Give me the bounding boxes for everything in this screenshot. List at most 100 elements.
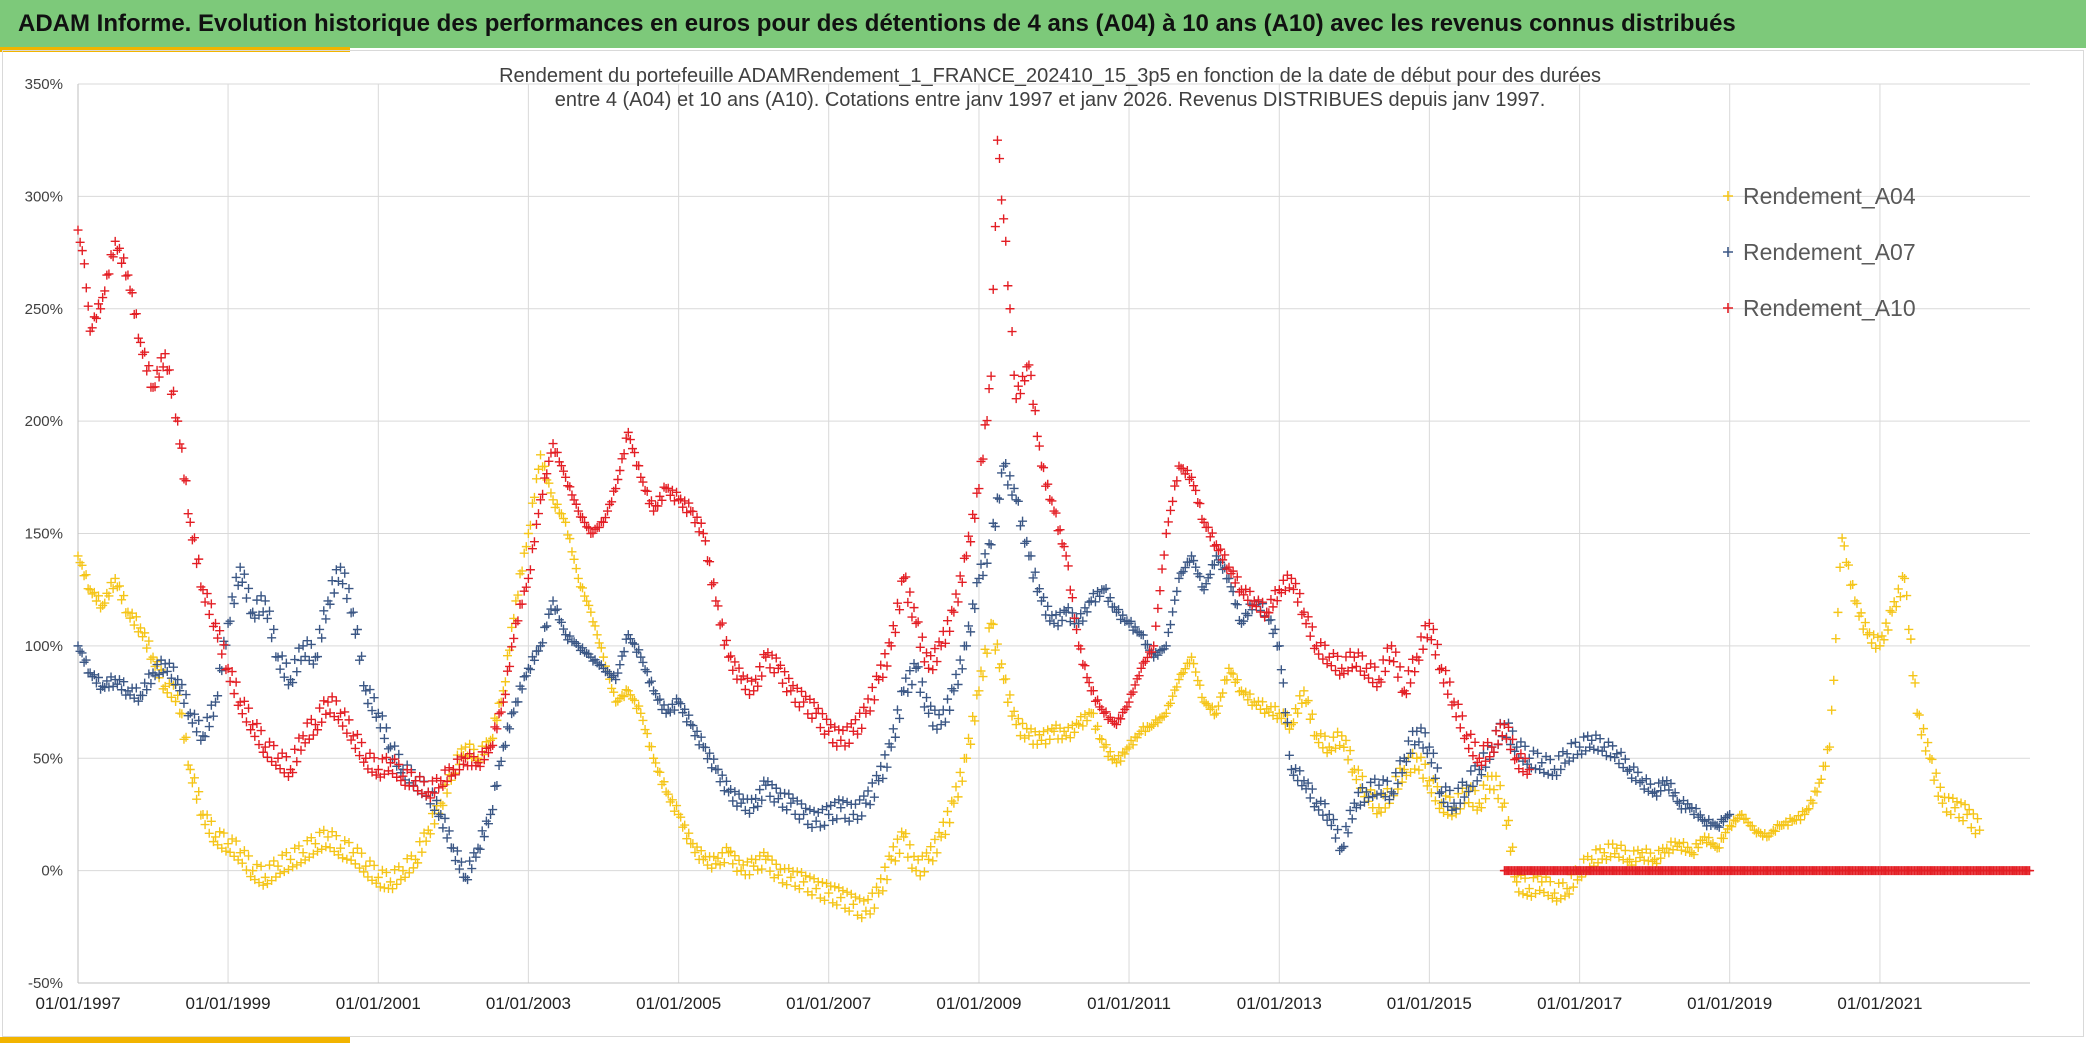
- data-point: [361, 861, 371, 871]
- data-point: [676, 812, 686, 822]
- data-point: [1829, 675, 1839, 685]
- data-point: [523, 529, 533, 538]
- data-point: [229, 598, 239, 608]
- data-point: [1487, 742, 1497, 752]
- data-point: [1116, 614, 1126, 624]
- data-point: [1184, 557, 1194, 567]
- x-tick-label: 01/01/2015: [1387, 994, 1472, 1013]
- data-point: [146, 654, 156, 664]
- data-point: [817, 709, 827, 719]
- data-point: [653, 695, 663, 705]
- data-point: [1015, 389, 1025, 399]
- data-point: [150, 382, 160, 392]
- data-point: [148, 652, 158, 662]
- data-point: [636, 708, 646, 718]
- data-point: [878, 672, 888, 682]
- data-point: [1428, 775, 1438, 785]
- x-tick-label: 01/01/2019: [1687, 994, 1772, 1013]
- data-point: [853, 729, 863, 739]
- data-point: [211, 832, 221, 842]
- data-point: [492, 715, 502, 725]
- data-point: [446, 771, 456, 781]
- data-point: [1307, 784, 1317, 794]
- data-point: [990, 645, 1000, 655]
- data-point: [1491, 726, 1501, 736]
- data-point: [1291, 764, 1301, 774]
- data-point: [313, 846, 323, 856]
- data-point: [317, 717, 327, 727]
- data-point: [1316, 729, 1326, 739]
- data-point: [1397, 777, 1407, 787]
- data-point: [1086, 596, 1096, 606]
- data-point: [239, 846, 249, 856]
- data-point: [1975, 825, 1985, 835]
- data-point: [1535, 885, 1545, 895]
- data-point: [1318, 654, 1328, 664]
- data-point: [1101, 707, 1111, 717]
- data-point: [667, 699, 677, 709]
- data-point: [822, 802, 832, 812]
- data-point: [1168, 691, 1178, 701]
- data-point: [1276, 588, 1286, 598]
- data-point: [93, 672, 103, 682]
- data-point: [523, 573, 533, 583]
- data-point: [223, 618, 233, 628]
- data-point: [724, 652, 734, 662]
- data-point: [907, 680, 917, 690]
- x-tick-label: 01/01/1999: [186, 994, 271, 1013]
- data-point: [1053, 621, 1063, 631]
- data-point: [642, 729, 652, 739]
- data-point: [430, 805, 440, 815]
- data-point: [505, 661, 515, 671]
- data-point: [1879, 635, 1889, 645]
- data-point: [317, 633, 327, 643]
- data-point: [895, 848, 905, 858]
- data-point: [1434, 665, 1444, 675]
- data-point: [943, 694, 953, 704]
- data-point: [154, 372, 164, 382]
- data-point: [1368, 791, 1378, 801]
- data-point: [1526, 763, 1536, 773]
- data-point: [1328, 815, 1338, 825]
- data-point: [106, 250, 116, 260]
- data-point: [980, 420, 990, 430]
- data-point: [613, 668, 623, 678]
- data-point: [1161, 641, 1171, 651]
- data-point: [500, 689, 510, 699]
- data-point: [1101, 583, 1111, 593]
- data-point: [740, 685, 750, 695]
- data-point: [1355, 666, 1365, 676]
- data-point: [959, 553, 969, 563]
- data-point: [298, 731, 308, 741]
- data-point: [452, 754, 462, 764]
- data-point: [1370, 662, 1380, 672]
- data-point: [1163, 700, 1173, 710]
- data-point: [859, 702, 869, 712]
- data-point: [1170, 481, 1180, 491]
- data-point: [834, 795, 844, 805]
- data-point: [185, 708, 195, 718]
- data-point: [121, 271, 131, 281]
- data-point: [1625, 854, 1635, 864]
- data-point: [1426, 635, 1436, 645]
- data-point: [627, 638, 637, 648]
- data-point: [1109, 718, 1119, 728]
- data-point: [252, 595, 262, 605]
- data-point: [1518, 889, 1528, 899]
- data-point: [200, 597, 210, 607]
- data-point: [1904, 624, 1914, 634]
- data-point: [1286, 720, 1296, 730]
- data-point: [1168, 607, 1178, 617]
- data-point: [390, 741, 400, 751]
- data-point: [1026, 551, 1036, 561]
- data-point: [730, 787, 740, 797]
- data-point: [175, 439, 185, 449]
- data-point: [119, 677, 129, 687]
- data-point: [1007, 490, 1017, 500]
- data-point: [1474, 753, 1484, 763]
- data-point: [886, 641, 896, 651]
- data-point: [373, 764, 383, 774]
- data-point: [1088, 686, 1098, 696]
- data-point: [698, 529, 708, 538]
